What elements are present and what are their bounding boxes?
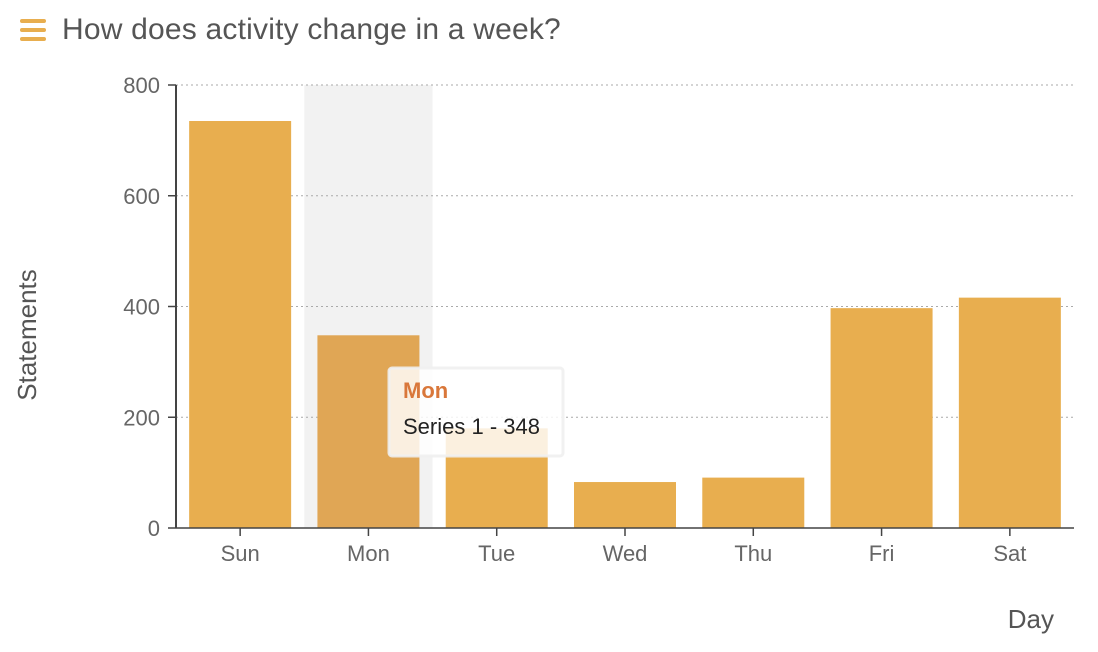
y-axis-title: Statements: [12, 269, 42, 401]
y-tick-label: 600: [123, 184, 160, 209]
bar-wed[interactable]: [574, 482, 676, 528]
chart-title: How does activity change in a week?: [62, 13, 561, 46]
bar-sat[interactable]: [958, 297, 1061, 528]
tooltip-box: [387, 366, 565, 458]
x-axis-title: Day: [1008, 604, 1054, 634]
y-tick-label: 800: [123, 73, 160, 98]
chart-header: How does activity change in a week?: [20, 10, 561, 50]
tooltip: Mon Series 1 - 348: [387, 366, 565, 458]
bar-fri[interactable]: [830, 308, 933, 528]
x-tick-label: Thu: [734, 541, 772, 566]
y-tick-label: 200: [123, 405, 160, 430]
bar-sun[interactable]: [189, 120, 292, 529]
y-tick-label: 400: [123, 295, 160, 320]
x-tick-label: Fri: [869, 541, 895, 566]
x-tick-label: Sun: [221, 541, 260, 566]
x-tick-label: Mon: [347, 541, 390, 566]
x-tick-label: Sat: [993, 541, 1026, 566]
tooltip-title: Mon: [403, 378, 448, 403]
y-tick-label: 0: [148, 516, 160, 541]
tooltip-value: Series 1 - 348: [403, 414, 540, 439]
hamburger-menu-icon[interactable]: [20, 19, 46, 41]
x-tick-label: Wed: [603, 541, 648, 566]
bar-thu[interactable]: [702, 477, 805, 528]
x-tick-label: Tue: [478, 541, 515, 566]
